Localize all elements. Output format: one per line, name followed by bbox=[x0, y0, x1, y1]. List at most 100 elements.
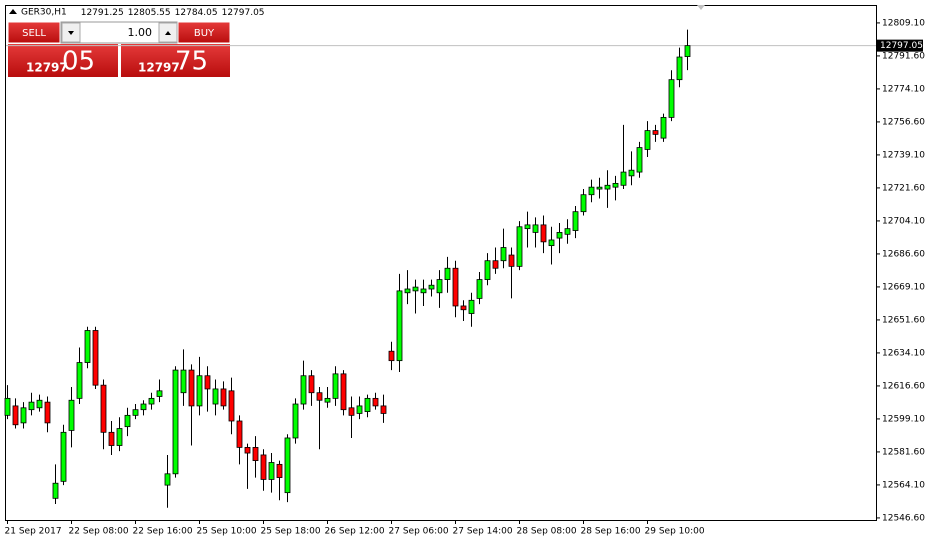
candle-body bbox=[44, 401, 51, 424]
y-tick-label: 12634.10 bbox=[882, 348, 925, 358]
candle-body bbox=[676, 56, 683, 81]
candle-body bbox=[516, 226, 523, 267]
candle-body bbox=[188, 369, 195, 407]
bid-main: 12797 bbox=[26, 61, 68, 75]
buy-label: BUY bbox=[194, 28, 215, 39]
candle-body bbox=[324, 397, 331, 403]
y-tick-label: 12651.60 bbox=[882, 315, 925, 325]
candle-body bbox=[412, 286, 419, 292]
x-tick-label: 29 Sep 10:00 bbox=[645, 527, 705, 537]
candle-body bbox=[556, 232, 563, 239]
candle-body bbox=[260, 454, 267, 480]
shift-marker bbox=[697, 5, 705, 10]
header-high: 12805.55 bbox=[128, 8, 171, 18]
candle-body bbox=[4, 397, 11, 416]
candle-body bbox=[356, 405, 363, 414]
candle-body bbox=[204, 375, 211, 390]
x-tick-label: 26 Sep 12:00 bbox=[325, 527, 385, 537]
y-tick-label: 12704.10 bbox=[882, 216, 925, 226]
candle-body bbox=[604, 184, 611, 190]
candle-body bbox=[452, 267, 459, 307]
header-close: 12797.05 bbox=[222, 8, 265, 18]
candle-body bbox=[84, 330, 91, 363]
buy-button[interactable] bbox=[177, 21, 231, 44]
ask-pips: 75 bbox=[175, 47, 208, 77]
y-tick-label: 12756.60 bbox=[882, 117, 925, 127]
candle-body bbox=[476, 279, 483, 299]
candle-body bbox=[588, 186, 595, 196]
ask-box[interactable] bbox=[121, 44, 230, 77]
y-tick-label: 12721.60 bbox=[882, 183, 925, 193]
candle-body bbox=[244, 446, 251, 454]
sell-label: SELL bbox=[22, 28, 46, 39]
candle-body bbox=[140, 403, 147, 411]
y-tick-label: 12669.10 bbox=[882, 282, 925, 292]
sell-button[interactable] bbox=[7, 21, 61, 44]
candle-body bbox=[444, 267, 451, 280]
candle-body bbox=[332, 373, 339, 399]
chart-title: GER30,H1 12791.25 12805.55 12784.05 12797.05 bbox=[21, 8, 265, 18]
candle-body bbox=[300, 375, 307, 405]
up-arrow bbox=[165, 31, 171, 35]
candle-body bbox=[380, 405, 387, 414]
candle-body bbox=[652, 130, 659, 135]
candle-body bbox=[636, 147, 643, 173]
candle-body bbox=[644, 130, 651, 150]
candle-body bbox=[628, 169, 635, 177]
candle-body bbox=[20, 407, 27, 424]
candle-body bbox=[92, 330, 99, 386]
candle-body bbox=[148, 397, 155, 405]
y-tick-label: 12581.60 bbox=[882, 447, 925, 457]
candle-body bbox=[388, 350, 395, 362]
candle-body bbox=[12, 405, 19, 426]
candle-body bbox=[500, 247, 507, 262]
candle-body bbox=[580, 194, 587, 213]
candle-body bbox=[236, 420, 243, 448]
candle-body bbox=[532, 224, 539, 233]
candle-body bbox=[540, 224, 547, 243]
bid-box[interactable] bbox=[8, 44, 118, 77]
lot-value: 1.00 bbox=[128, 26, 153, 39]
candle-body bbox=[564, 228, 571, 235]
y-tick-label: 12686.60 bbox=[882, 249, 925, 259]
candle-body bbox=[180, 369, 187, 394]
candle-body bbox=[316, 392, 323, 401]
candle-body bbox=[100, 384, 107, 433]
candle-body bbox=[252, 446, 259, 461]
candle-body bbox=[276, 463, 283, 478]
candle-body bbox=[76, 362, 83, 399]
candle-body bbox=[596, 186, 603, 190]
candle-body bbox=[428, 284, 435, 290]
candle-body bbox=[420, 288, 427, 294]
candle-body bbox=[668, 79, 675, 118]
candle-body bbox=[108, 431, 115, 446]
y-tick-label: 12546.60 bbox=[882, 513, 925, 523]
candle-body bbox=[308, 375, 315, 394]
candle-body bbox=[404, 288, 411, 294]
candle-body bbox=[340, 373, 347, 411]
x-tick-label: 22 Sep 08:00 bbox=[69, 527, 129, 537]
candle-body bbox=[492, 260, 499, 269]
y-tick-label: 12616.60 bbox=[882, 381, 925, 391]
candle-body bbox=[436, 279, 443, 294]
y-tick-label: 12564.10 bbox=[882, 480, 925, 490]
ask-main: 12797 bbox=[138, 61, 180, 75]
candle-body bbox=[468, 299, 475, 314]
y-tick-label: 12774.10 bbox=[882, 84, 925, 94]
candle-body bbox=[268, 462, 275, 480]
down-arrow bbox=[68, 31, 74, 35]
candle-body bbox=[620, 171, 627, 186]
candle-body bbox=[124, 414, 131, 428]
trade-panel: SELL 1.00 BUY 12797 05 12797 75 bbox=[7, 21, 231, 77]
candle-body bbox=[372, 397, 379, 407]
candle-body bbox=[212, 388, 219, 405]
candle-body bbox=[484, 260, 491, 280]
candle-body bbox=[508, 254, 515, 267]
candle-body bbox=[364, 397, 371, 412]
candle-body bbox=[116, 428, 123, 446]
candle-body bbox=[660, 116, 667, 139]
x-tick-label: 21 Sep 2017 bbox=[5, 527, 62, 537]
candle-body bbox=[36, 399, 43, 409]
candle-body bbox=[164, 473, 171, 486]
